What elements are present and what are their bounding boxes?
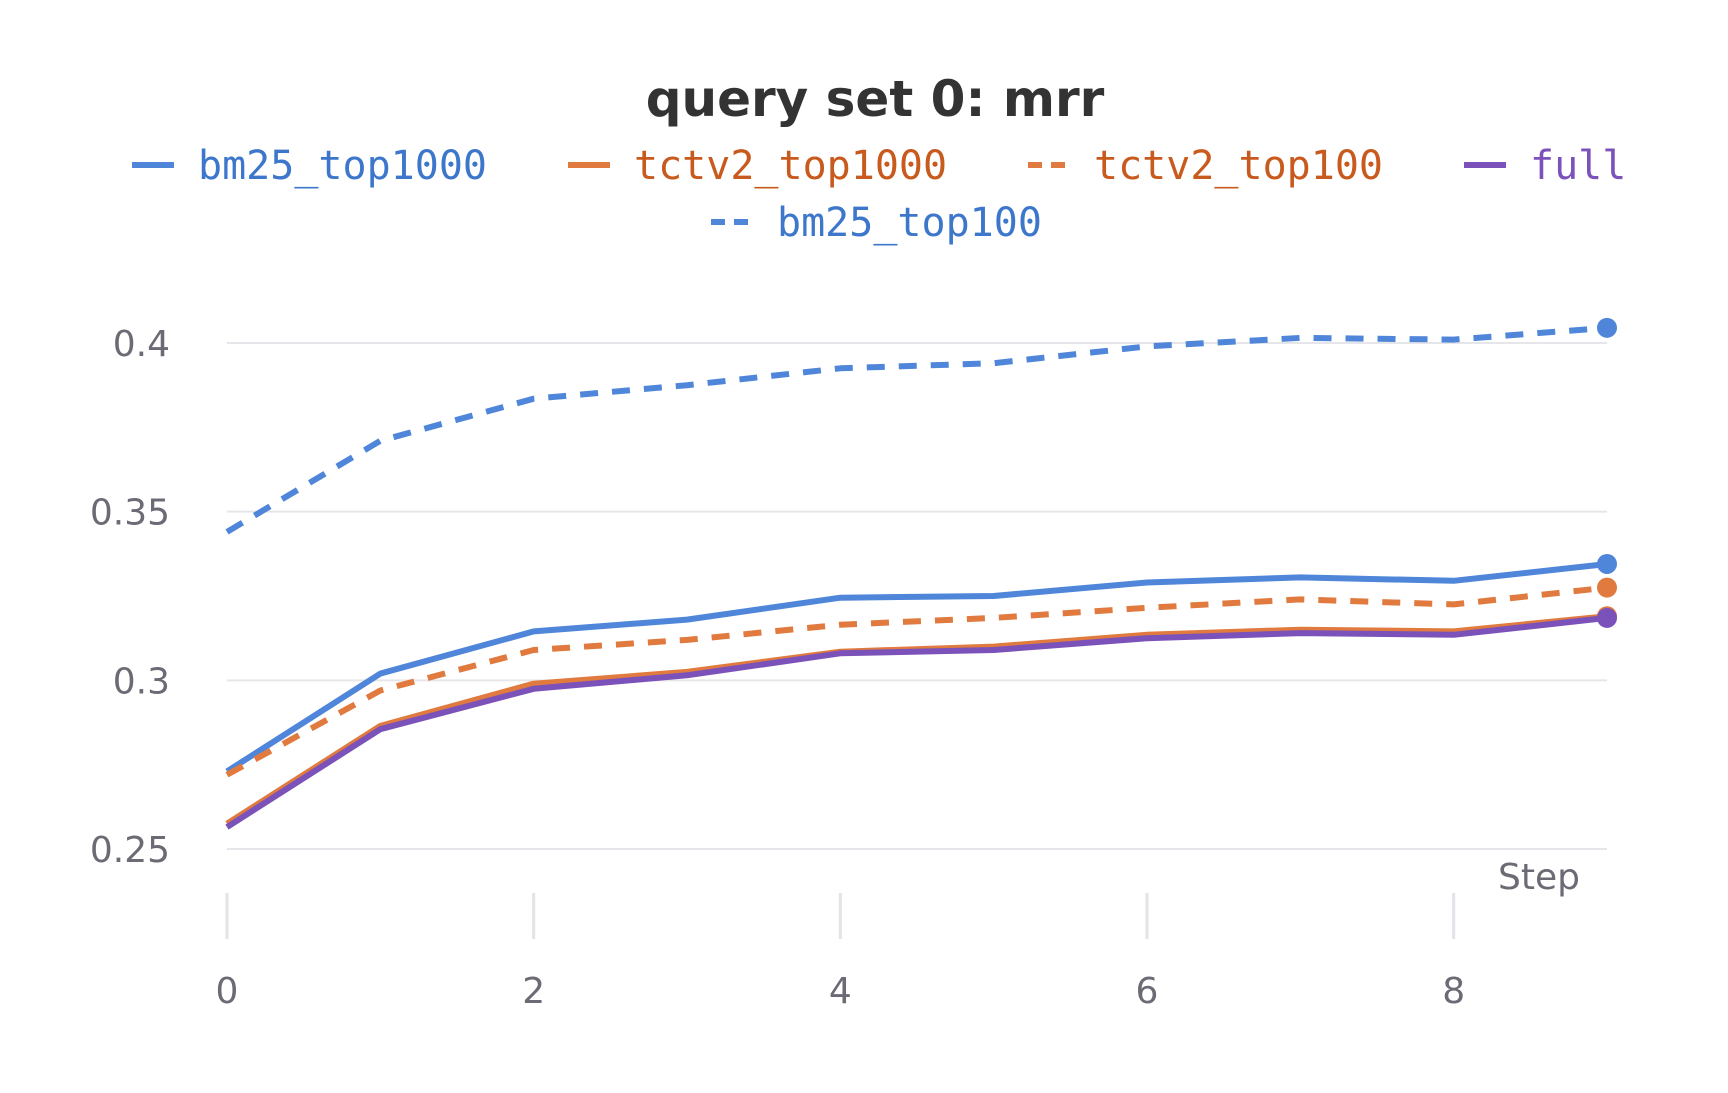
legend: bm25_top1000 tctv2_top1000 tctv2_top100 ful… <box>132 143 1626 246</box>
series-endpoint-tctv2-top100 <box>1597 577 1617 598</box>
grid-lines <box>227 342 1607 850</box>
series-lines <box>225 324 1608 830</box>
legend-label: tctv2_top100 <box>1094 143 1383 189</box>
series-endpoint-bm25-top1000 <box>1597 553 1617 574</box>
series-endpoint-full <box>1597 607 1617 628</box>
x-tick-label: 8 <box>1442 971 1465 1012</box>
y-tick-label: 0.3 <box>113 661 170 702</box>
series-line-tctv2-top100 <box>225 584 1608 778</box>
series-line-bm25-top100 <box>225 324 1608 535</box>
y-tick-label: 0.35 <box>90 493 170 534</box>
x-axis-label: Step <box>1498 857 1580 898</box>
series-line-tctv2-top1000 <box>225 613 1608 827</box>
series-line-bm25-top1000 <box>225 561 1608 774</box>
y-axis: 0.25 0.3 0.35 0.4 <box>90 324 170 871</box>
x-tick-label: 6 <box>1136 971 1159 1012</box>
x-tick-label: 0 <box>216 971 239 1012</box>
legend-label: bm25_top100 <box>777 200 1042 246</box>
y-tick-label: 0.4 <box>113 324 170 365</box>
series-endpoint-bm25-top100 <box>1597 317 1617 338</box>
series-line-full <box>225 614 1608 830</box>
x-tick-label: 2 <box>522 971 545 1012</box>
chart-title: query set 0: mrr <box>646 70 1105 128</box>
series-endpoints <box>1597 317 1617 628</box>
legend-label: bm25_top1000 <box>198 143 487 189</box>
x-tick-label: 4 <box>829 971 852 1012</box>
x-axis: 0 2 4 6 8 <box>216 893 1465 1012</box>
legend-label: full <box>1530 143 1626 189</box>
y-tick-label: 0.25 <box>90 830 170 871</box>
legend-label: tctv2_top1000 <box>634 143 947 189</box>
